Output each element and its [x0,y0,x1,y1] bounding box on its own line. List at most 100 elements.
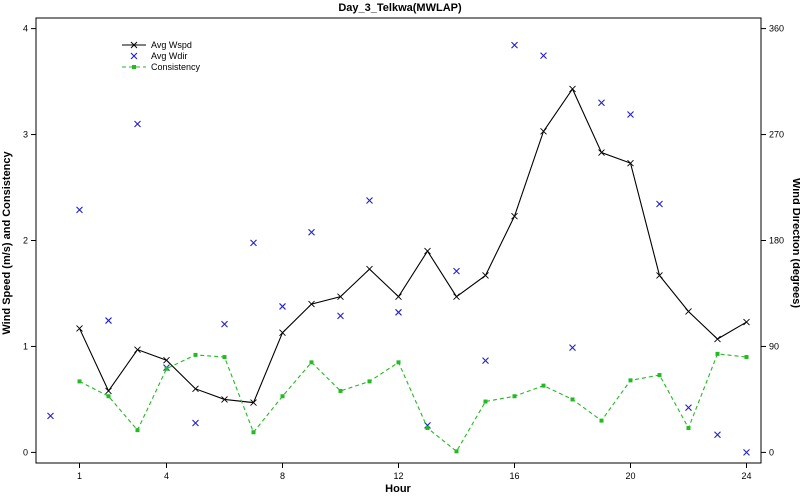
avg-wspd-point [308,300,315,308]
consistency-point [570,397,575,402]
avg-wdir-point [714,431,721,439]
avg-wdir-point [366,197,373,204]
legend-avg-wdir-marker [130,52,138,60]
consistency-point [164,366,169,371]
consistency-point [425,426,430,431]
avg-wdir-point [134,120,141,128]
x-tick-label: 1 [77,471,82,481]
avg-wdir-point [743,449,750,456]
avg-wdir-point [192,419,199,427]
avg-wspd-point [163,356,170,364]
consistency-point [744,355,749,360]
avg-wspd-point [685,308,692,315]
consistency-point [338,388,343,393]
consistency-point [541,383,546,388]
legend-avg-wspd-label: Avg Wspd [151,40,192,50]
avg-wdir-point [598,99,605,107]
avg-wdir-point [540,52,547,60]
avg-wdir-point [337,312,344,320]
consistency-point [135,428,140,433]
consistency-point [106,394,111,399]
avg-wdir-point [250,239,257,247]
avg-wspd-point [482,272,489,279]
y-left-tick-label: 0 [23,447,28,457]
x-tick-label: 20 [625,471,635,481]
avg-wdir-point [511,41,518,49]
avg-wdir-point [76,206,83,214]
x-tick-label: 4 [164,471,169,481]
consistency-point [686,426,691,431]
consistency-point [628,378,633,383]
avg-wspd-point [569,85,576,93]
consistency-point [222,355,227,360]
avg-wdir-point [482,357,489,364]
consistency-point [251,430,256,435]
y-axis-label-right: Wind Direction (degrees) [790,178,800,308]
x-tick-label: 12 [393,471,403,481]
x-axis-label: Hour [385,483,411,495]
avg-wspd-point [511,212,518,220]
y-right-tick-label: 360 [769,24,784,34]
avg-wspd-point [395,293,402,300]
consistency-point [715,351,720,356]
avg-wdir-point [627,111,634,118]
y-left-tick-label: 2 [23,236,28,246]
avg-wspd-line [79,87,747,404]
avg-wdir-point [395,308,402,316]
y-axis-label-left: Wind Speed (m/s) and Consistency [1,150,13,334]
avg-wspd-point [627,159,634,167]
y-right-tick-label: 0 [769,447,774,457]
consistency-point [454,449,459,454]
consistency-point [599,418,604,423]
avg-wspd-point [76,325,83,332]
avg-wdir-point [685,404,692,412]
y-left-tick-label: 4 [23,24,28,34]
x-tick-label: 16 [509,471,519,481]
avg-wspd-point [714,335,721,343]
x-tick-label: 8 [280,471,285,481]
plot-frame [35,17,762,464]
avg-wdir-point [308,228,315,236]
avg-wspd-point [279,329,286,336]
y-left-tick-label: 1 [23,341,28,351]
y-right-tick-label: 270 [769,130,784,140]
avg-wdir-point [47,412,54,420]
y-right-tick-label: 180 [769,236,784,246]
y-right-tick-label: 90 [769,341,779,351]
avg-wdir-point [105,317,112,324]
series-layer [47,41,750,456]
avg-wdir-point [453,267,460,275]
consistency-point [483,399,488,404]
avg-wspd-point [656,272,663,279]
chart-title: Day_3_Telkwa(MWLAP) [338,2,462,14]
avg-wspd-point [221,396,228,403]
avg-wdir-point [656,200,663,208]
avg-wspd-point [540,128,547,135]
avg-wspd-point [250,399,257,406]
avg-wspd-point [134,346,141,353]
legend-consistency-marker [132,65,136,69]
consistency-point [77,379,82,384]
consistency-point [657,373,662,378]
x-tick-label: 24 [741,471,751,481]
avg-wspd-point [598,149,605,156]
legend-avg-wspd-marker [130,41,138,49]
avg-wdir-point [279,303,286,310]
consistency-point [396,360,401,365]
avg-wspd-point [424,247,431,255]
legend-consistency-label: Consistency [151,62,201,72]
avg-wspd-point [453,293,460,300]
consistency-point [309,360,314,365]
y-left-tick-label: 3 [23,130,28,140]
consistency-point [280,394,285,399]
consistency-line [79,353,747,453]
avg-wdir-point [221,320,228,328]
consistency-point [512,394,517,399]
avg-wspd-point [192,385,199,393]
avg-wdir-point [569,344,576,352]
avg-wspd-point [366,265,373,273]
